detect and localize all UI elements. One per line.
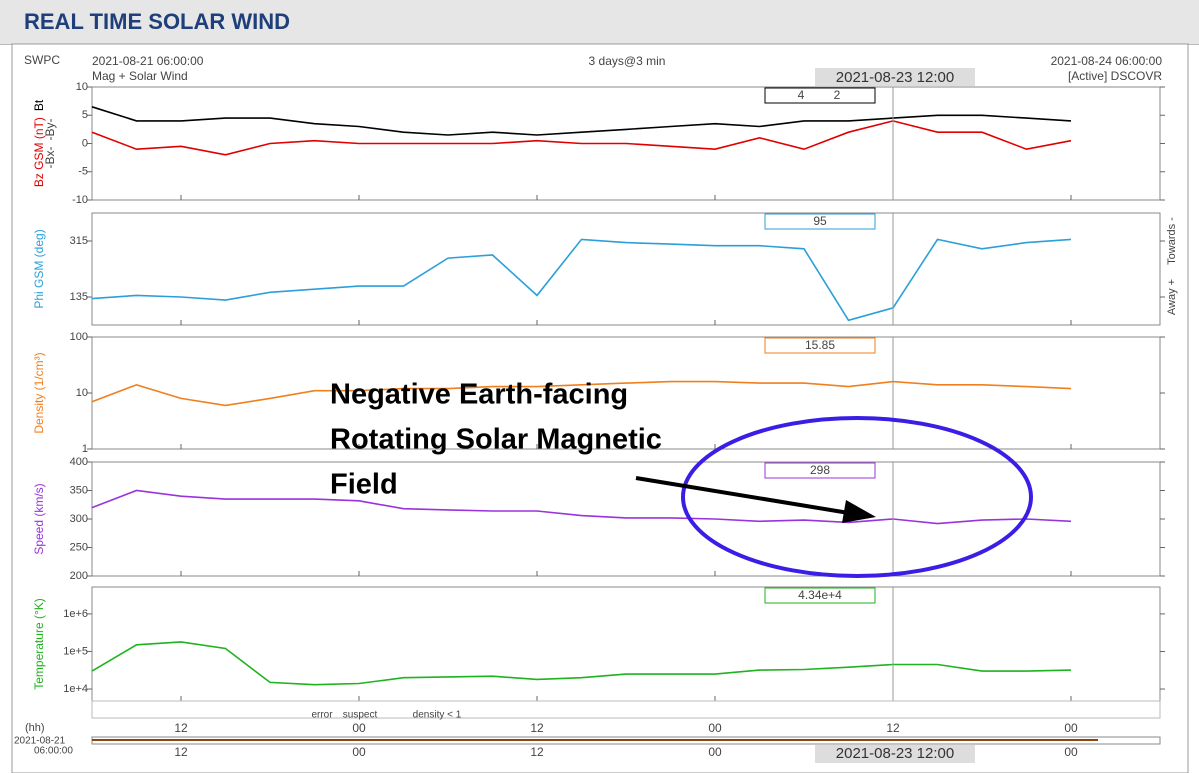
readout: 2 [834, 88, 841, 102]
y-tick-label: -5 [78, 166, 88, 178]
y-tick-label: 315 [70, 235, 88, 247]
y-tick-label: 250 [70, 541, 88, 553]
readout: 4 [798, 88, 805, 102]
cursor-box-bottom [815, 745, 975, 763]
start-clock: 06:00:00 [34, 746, 73, 757]
cursor-label: 2021-08-23 12:00 [836, 69, 954, 86]
readout: 15.85 [805, 338, 835, 352]
annotation: Field [330, 469, 398, 501]
y-axis-label-part: Temperature (°K) [32, 598, 46, 690]
y-tick-label: 0 [82, 137, 88, 149]
data-line [91, 641, 1072, 686]
y-tick-label: 1 [82, 443, 88, 455]
start-time: 2021-08-21 06:00:00 [92, 54, 204, 68]
y-tick-label: 1e+6 [63, 608, 88, 620]
x-tick-label: 00 [708, 721, 722, 735]
data-line [91, 238, 1072, 322]
data-line [91, 489, 1072, 525]
y-axis-label: Bz GSM (nT) Bt [32, 99, 46, 187]
start-date: 2021-08-21 [14, 736, 66, 747]
product: Mag + Solar Wind [92, 69, 188, 83]
x-tick-label-bottom: 00 [708, 745, 722, 759]
readout-box [764, 213, 876, 230]
cursor-box [815, 68, 975, 86]
readout-box [764, 87, 876, 104]
title: REAL TIME SOLAR WIND [24, 9, 291, 34]
y-tick-label: 300 [70, 513, 88, 525]
x-tick-label-bottom: 12 [174, 745, 188, 759]
x-tick-label: 00 [352, 721, 366, 735]
x-unit: (hh) [25, 722, 45, 734]
readout: 4.34e+4 [798, 588, 842, 602]
y-axis-label-extra: -By- [43, 119, 57, 141]
x-tick-label-bottom: 00 [1064, 745, 1078, 759]
highlight-ellipse [681, 416, 1033, 578]
x-tick-label: 12 [886, 721, 900, 735]
source: SWPC [24, 53, 60, 67]
header: REAL TIME SOLAR WIND [0, 0, 1199, 45]
flag-label: error [311, 710, 333, 721]
y-tick-label: 10 [76, 81, 88, 93]
y-axis-label: Speed (km/s) [32, 483, 46, 554]
y-tick-label: 10 [76, 387, 88, 399]
y-tick-label: 5 [82, 109, 88, 121]
side-label: Towards - [1166, 217, 1178, 265]
y-tick-label: 350 [70, 484, 88, 496]
y-tick-label: 135 [70, 291, 88, 303]
y-tick-label: 200 [70, 570, 88, 582]
panel [91, 212, 1161, 326]
y-axis-label-part: Bz GSM (nT) [32, 117, 46, 187]
end-time: 2021-08-24 06:00:00 [1051, 54, 1163, 68]
readout-box [764, 337, 876, 354]
x-tick-label-bottom: 12 [530, 745, 544, 759]
data-line [91, 106, 1072, 136]
y-axis-label-part: Speed (km/s) [32, 483, 46, 554]
y-axis-label-extra: -Bx- [43, 147, 57, 169]
y-tick-label: -10 [72, 194, 88, 206]
y-axis-label-part: Bt [32, 99, 46, 111]
arrow-shaft [635, 476, 856, 516]
spacecraft: [Active] DSCOVR [1068, 69, 1162, 83]
x-tick-label: 12 [530, 721, 544, 735]
readout-box [764, 462, 876, 479]
span: 3 days@3 min [589, 54, 666, 68]
y-axis-label: Temperature (°K) [32, 598, 46, 690]
data-line [91, 380, 1072, 407]
frame [11, 43, 1189, 773]
y-axis-label: Density (1/cm³) [32, 352, 46, 433]
y-axis-label-part: Phi GSM (deg) [32, 229, 46, 308]
flag-strip [91, 700, 1161, 719]
side-label: Away + [1166, 279, 1178, 315]
y-tick-label: 400 [70, 456, 88, 468]
x-tick-label: 00 [1064, 721, 1078, 735]
readout: 298 [810, 463, 830, 477]
y-tick-label: 1e+4 [63, 683, 88, 695]
arrow-head [842, 500, 876, 523]
y-tick-label: 100 [70, 331, 88, 343]
annotation: Negative Earth-facing [330, 379, 628, 411]
y-axis-label-part: Density (1/cm³) [32, 352, 46, 433]
x-tick-label: 12 [174, 721, 188, 735]
data-line [91, 120, 1072, 156]
cursor-label-bottom: 2021-08-23 12:00 [836, 745, 954, 762]
readout-box [764, 587, 876, 604]
readout: 95 [813, 214, 827, 228]
flag-label: suspect [343, 710, 378, 721]
y-axis-label: Phi GSM (deg) [32, 229, 46, 308]
x-tick-label-bottom: 00 [352, 745, 366, 759]
flag-label: density < 1 [413, 710, 462, 721]
annotation: Rotating Solar Magnetic [330, 424, 662, 456]
y-tick-label: 1e+5 [63, 645, 88, 657]
